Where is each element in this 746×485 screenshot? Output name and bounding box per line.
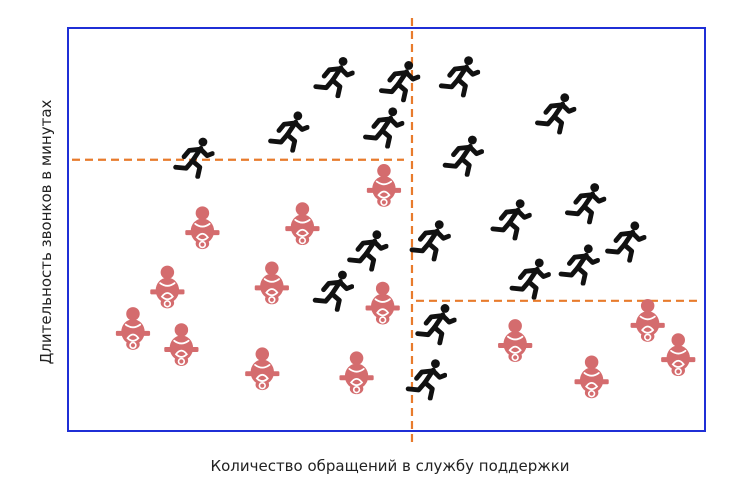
plot-area [67,27,706,432]
x-axis-label: Количество обращений в службу поддержки [210,457,569,475]
y-axis-label: Длительность звонков в минутах [37,99,55,364]
